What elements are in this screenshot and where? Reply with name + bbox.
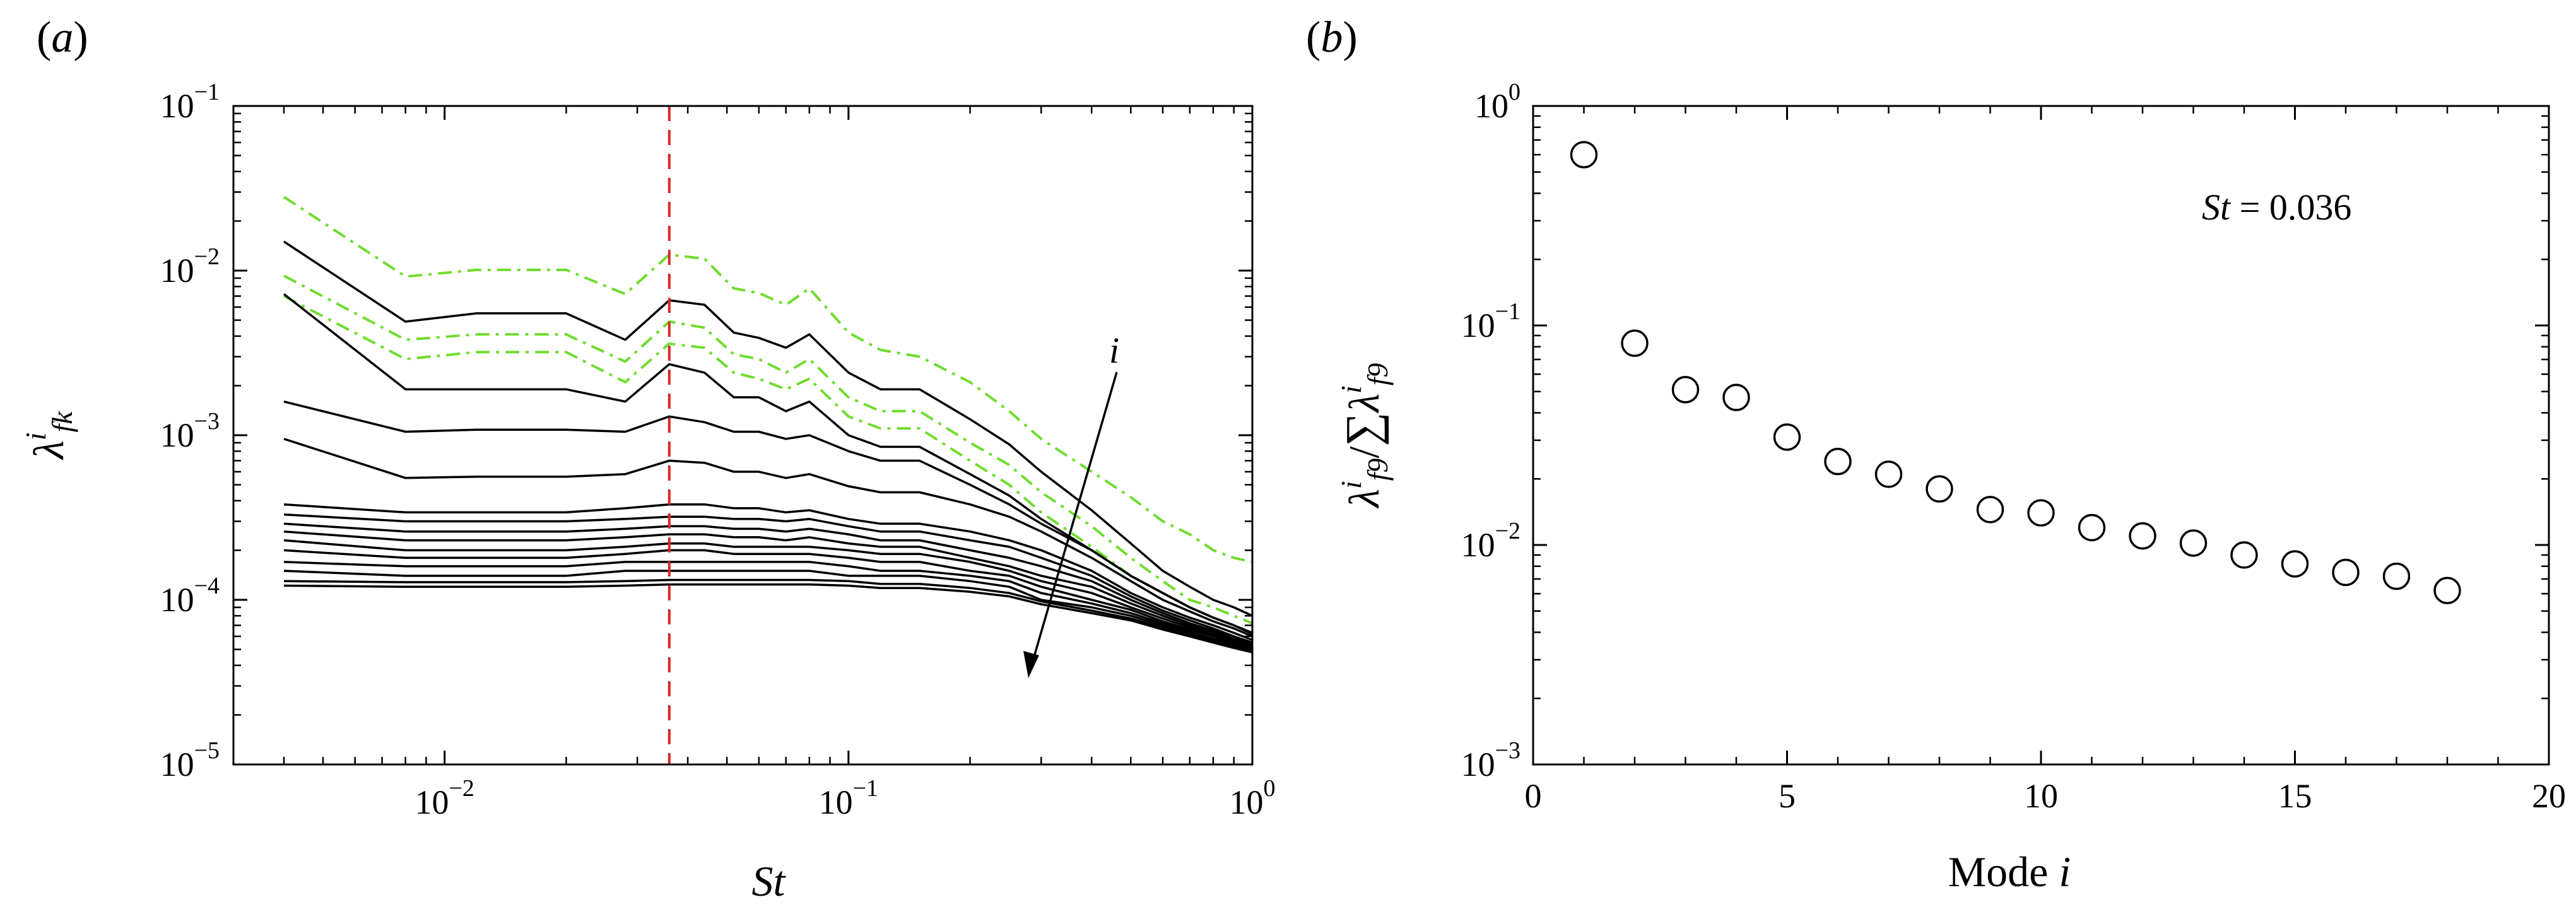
series-line-16 — [283, 578, 1252, 652]
panel-a-series-group — [283, 196, 1252, 653]
panel-b-x-axis-title: Mode i — [1948, 848, 2071, 896]
data-point-mode-6 — [1824, 447, 1852, 476]
y-tick-label-a-3: 10−2 — [160, 243, 220, 290]
x-tick-label-a-0: 10−2 — [415, 775, 474, 821]
data-point-mode-4 — [1722, 383, 1750, 411]
data-point-mode-7 — [1874, 460, 1903, 488]
x-tick-label-b-0: 0 — [1525, 777, 1542, 815]
y-tick-label-b-0: 10−3 — [1461, 737, 1520, 783]
x-tick-label-b-2: 10 — [2024, 777, 2058, 815]
data-point-mode-18 — [2433, 577, 2461, 604]
mode-arrow-shaft — [1030, 372, 1118, 666]
data-point-mode-16 — [2332, 558, 2360, 587]
y-tick-label-b-1: 10−2 — [1461, 518, 1520, 564]
panel-b-y-axis-title: λif9/∑λif9 — [1335, 363, 1394, 508]
panel-b-plot-area — [1570, 141, 2461, 604]
panel-a-x-axis-title: St — [752, 857, 787, 905]
series-line-15 — [283, 570, 1252, 651]
y-tick-label-a-1: 10−4 — [160, 573, 220, 619]
chart-panel-a: (a) i 10−2 10−1 100 10−5 10−4 10−3 10−2 10−1 St… — [20, 13, 1276, 905]
data-point-mode-17 — [2382, 562, 2411, 590]
mode-arrow-head — [1023, 651, 1039, 678]
panel-a-label: (a) — [37, 13, 88, 62]
data-point-mode-3 — [1671, 376, 1700, 404]
series-line-13 — [283, 549, 1252, 649]
series-line-12 — [283, 539, 1252, 648]
panel-b-label: (b) — [1306, 13, 1358, 62]
series-line-6 — [283, 401, 1252, 635]
panel-b-axes: 0 5 10 15 20 10−3 10−2 10−1 100 — [1461, 79, 2566, 815]
y-tick-label-a-2: 10−3 — [160, 408, 220, 454]
series-line-9 — [283, 513, 1252, 644]
data-point-mode-14 — [2230, 541, 2258, 569]
series-line-3 — [283, 274, 1252, 625]
series-line-14 — [283, 561, 1252, 651]
data-point-mode-13 — [2179, 529, 2208, 557]
panel-b-frame — [1532, 105, 2550, 766]
mode-arrow-label: i — [1109, 330, 1119, 371]
series-line-11 — [283, 530, 1252, 647]
panel-a-axes: 10−2 10−1 100 10−5 10−4 10−3 10−2 10−1 — [160, 79, 1276, 821]
data-point-mode-9 — [1976, 496, 2004, 524]
series-line-2 — [283, 240, 1252, 617]
series-line-10 — [283, 522, 1252, 645]
data-point-mode-15 — [2281, 550, 2309, 578]
series-line-1 — [283, 196, 1252, 563]
series-line-7 — [283, 438, 1252, 638]
series-line-17 — [283, 583, 1252, 653]
y-tick-label-b-2: 10−1 — [1461, 298, 1520, 344]
panel-a-y-axis-title: λifk — [20, 411, 78, 460]
x-tick-label-a-2: 100 — [1230, 775, 1276, 821]
data-point-mode-10 — [2027, 499, 2055, 527]
data-point-mode-8 — [1926, 475, 1953, 503]
chart-panel-b: (b) 0 5 10 15 20 10−3 10−2 10−1 100 Mode i λif9/… — [1306, 13, 2566, 896]
y-tick-label-b-3: 100 — [1474, 79, 1520, 125]
series-line-8 — [283, 503, 1252, 641]
panel-b-annotation: St = 0.036 — [2202, 187, 2351, 228]
panel-a-plot-area: i — [283, 106, 1252, 764]
x-tick-label-b-3: 15 — [2278, 777, 2312, 815]
x-tick-label-a-1: 10−1 — [819, 775, 878, 821]
data-point-mode-11 — [2078, 513, 2106, 542]
y-tick-label-a-4: 10−1 — [160, 79, 220, 125]
data-point-mode-1 — [1570, 141, 1598, 168]
x-tick-label-b-1: 5 — [1779, 777, 1796, 815]
x-tick-label-b-4: 20 — [2532, 777, 2566, 815]
data-point-mode-5 — [1773, 423, 1801, 451]
data-point-mode-2 — [1621, 329, 1649, 357]
y-tick-label-a-0: 10−5 — [160, 737, 220, 783]
data-point-mode-12 — [2129, 522, 2156, 550]
